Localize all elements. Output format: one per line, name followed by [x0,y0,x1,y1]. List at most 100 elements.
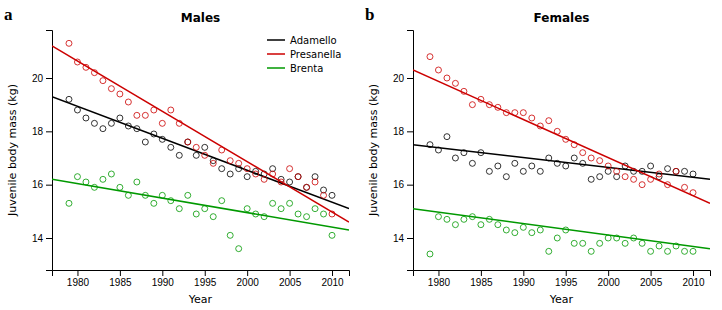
point [529,230,535,236]
x-axis-title: Year [188,293,213,306]
point [427,54,433,60]
point [74,107,80,113]
y-tick: 14 [393,233,413,244]
point [435,67,441,73]
y-tick-label: 14 [393,233,405,244]
legend-swatch [267,67,285,69]
point [117,91,123,97]
point [219,166,225,172]
x-tick: 2010 [321,270,344,288]
y-tick: 16 [393,179,413,190]
x-tick-label: 2005 [279,277,302,288]
x-tick: 1995 [194,270,217,288]
y-tick-label: 20 [32,73,44,84]
y-tick: 18 [393,126,413,137]
point [690,171,696,177]
point [108,171,114,177]
x-tick: 1985 [470,270,493,288]
x-tick-mark [162,270,163,276]
point [185,192,191,198]
point [83,115,89,121]
point [656,171,662,177]
point [125,99,131,105]
point [168,107,174,113]
x-tick: 1980 [67,270,90,288]
x-tick-mark [247,270,248,276]
x-tick-mark [290,270,291,276]
title: Males [181,11,220,25]
point [597,158,603,164]
point [134,112,140,118]
point [304,184,310,190]
y-axis: 14161820 [32,31,53,271]
point [648,248,654,254]
x-tick: 1995 [555,270,578,288]
point [117,184,123,190]
x-tick-mark [481,270,482,276]
x-tick: 1990 [513,270,536,288]
point [546,248,552,254]
x-tick-label: 2000 [598,277,621,288]
x-tick-label: 2010 [321,277,344,288]
point [100,176,106,182]
point [682,168,688,174]
point [580,150,586,156]
point [665,166,671,172]
point [588,248,594,254]
point [452,80,458,86]
point [622,174,628,180]
x-tick-mark [332,270,333,276]
x-tick-label: 2010 [682,277,705,288]
plot-area [52,40,349,251]
figure: 1980 1985 1990 1995 2000 2005 2010 14 16 18 20 Male… [0,0,722,310]
point [495,222,501,228]
point [529,115,535,121]
point [478,222,484,228]
x-tick-label: 1990 [513,277,536,288]
point [329,192,335,198]
point [512,160,518,166]
point [74,174,80,180]
point [66,40,72,46]
y-tick-mark [46,185,52,186]
x-tick: 2000 [237,270,260,288]
x-tick: 2005 [640,270,663,288]
point [185,139,191,145]
point [639,240,645,246]
point [520,168,526,174]
y-tick: 14 [32,233,52,244]
point [486,168,492,174]
point [244,174,250,180]
x-tick-mark [608,270,609,276]
x-tick-mark [693,270,694,276]
x-tick-label: 2005 [640,277,663,288]
y-axis-line [407,31,414,271]
x-tick-mark [566,270,567,276]
point [648,163,654,169]
point [537,227,543,233]
point [210,214,216,220]
legend-item: Presanella [267,49,341,60]
trend-line [52,179,349,230]
point [270,200,276,206]
point [159,120,165,126]
x-tick-mark [438,270,439,276]
panel-label: a [4,5,13,24]
point [108,120,114,126]
y-tick: 18 [32,126,52,137]
point [253,171,259,177]
point [656,243,662,249]
x-tick-mark [77,270,78,276]
point [690,248,696,254]
point [185,139,191,145]
point [631,176,637,182]
x-axis-line [53,271,350,277]
x-axis-title: Year [549,293,574,306]
y-tick-label: 16 [393,179,405,190]
point [287,166,293,172]
point [287,200,293,206]
point [142,139,148,145]
point [682,248,688,254]
x-tick: 2005 [279,270,302,288]
trend-line [413,145,710,180]
